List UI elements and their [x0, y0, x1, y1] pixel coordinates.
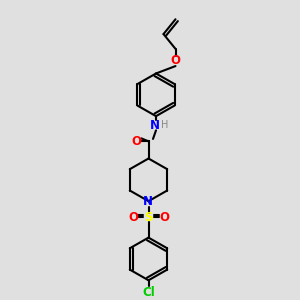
- Text: O: O: [159, 211, 169, 224]
- Text: H: H: [161, 120, 168, 130]
- Text: O: O: [131, 135, 141, 148]
- Text: N: N: [143, 195, 153, 208]
- Text: Cl: Cl: [142, 286, 155, 299]
- Text: O: O: [128, 211, 138, 224]
- Text: O: O: [170, 54, 181, 67]
- Text: S: S: [144, 211, 153, 224]
- Text: N: N: [149, 118, 160, 131]
